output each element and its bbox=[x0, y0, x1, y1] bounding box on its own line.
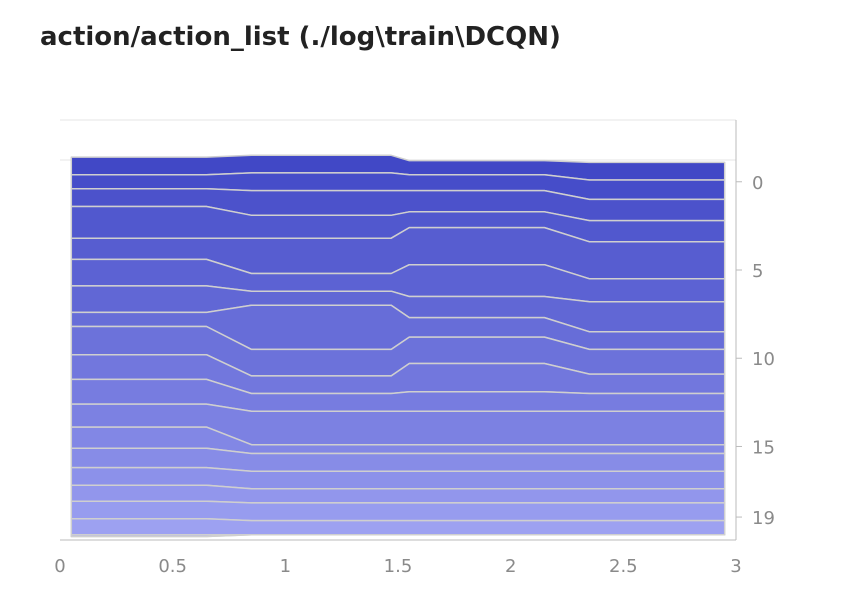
y-tick-label: 19 bbox=[752, 508, 775, 529]
x-tick-label: 2 bbox=[505, 556, 516, 577]
distribution-band bbox=[70, 500, 726, 522]
axes bbox=[60, 120, 737, 541]
x-tick-label: 1.5 bbox=[384, 556, 413, 577]
y-tick-labels: 0 5 10 15 19 bbox=[736, 173, 775, 529]
gridlines bbox=[60, 119, 736, 161]
distribution-band bbox=[70, 533, 726, 538]
x-tick-label: 3 bbox=[730, 556, 741, 577]
y-tick-label: 10 bbox=[752, 349, 775, 370]
y-tick-label: 15 bbox=[752, 437, 775, 458]
x-tick-labels: 0 0.5 1 1.5 2 2.5 3 bbox=[54, 556, 741, 577]
x-tick-label: 2.5 bbox=[609, 556, 638, 577]
distribution-bands bbox=[70, 154, 726, 538]
y-tick-label: 0 bbox=[752, 173, 763, 194]
distribution-band bbox=[70, 518, 726, 538]
chart-title: action/action_list (./log\train\DCQN) bbox=[40, 22, 561, 52]
x-tick-label: 0 bbox=[54, 556, 65, 577]
x-tick-label: 0.5 bbox=[158, 556, 187, 577]
y-tick-label: 5 bbox=[752, 261, 763, 282]
x-tick-label: 1 bbox=[280, 556, 291, 577]
